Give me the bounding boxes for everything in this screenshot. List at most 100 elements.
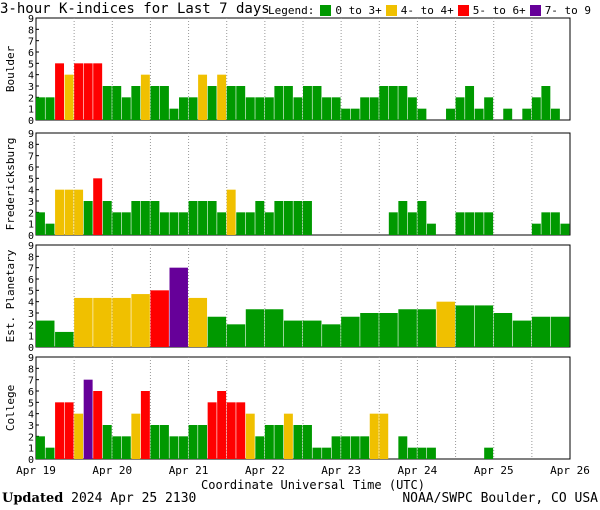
k-index-bar (150, 201, 160, 235)
k-index-bar (417, 201, 427, 235)
k-index-bar (207, 201, 217, 235)
k-index-bar (131, 86, 141, 120)
k-index-bar (531, 97, 541, 120)
updated-label: Updated (2, 491, 64, 506)
k-index-bar (455, 212, 465, 235)
y-tick-label: 3 (28, 421, 34, 432)
y-tick-label: 7 (28, 152, 34, 163)
k-index-bar (150, 425, 160, 459)
k-index-bar (121, 436, 131, 459)
k-index-bar (303, 320, 322, 347)
x-tick-label: Apr 26 (550, 464, 590, 477)
k-index-bar (484, 97, 494, 120)
k-index-bar (188, 97, 198, 120)
k-index-bar (312, 86, 322, 120)
k-index-bar (283, 320, 303, 347)
k-index-bar (93, 63, 103, 120)
k-index-bar (150, 86, 160, 120)
y-tick-label: 2 (28, 208, 34, 219)
k-index-bar (188, 425, 198, 459)
k-index-bar (293, 97, 303, 120)
x-tick-label: Apr 21 (169, 464, 209, 477)
k-index-bar (188, 297, 208, 347)
x-tick-label: Apr 22 (245, 464, 285, 477)
k-index-bar (198, 201, 208, 235)
k-index-bar (179, 436, 188, 459)
k-index-bar (236, 402, 246, 459)
k-index-bar (322, 324, 341, 347)
k-index-bar (264, 425, 274, 459)
k-index-bar (188, 201, 198, 235)
k-index-bar (64, 402, 74, 459)
k-index-bar (179, 212, 188, 235)
x-tick-label: Apr 20 (92, 464, 132, 477)
k-index-bar (283, 86, 293, 120)
y-tick-label: 3 (28, 197, 34, 208)
k-index-bar (331, 436, 341, 459)
y-tick-label: 5 (28, 286, 34, 297)
k-index-bar (55, 63, 65, 120)
k-index-bar (303, 425, 312, 459)
k-index-bar (283, 413, 293, 459)
y-tick-label: 0 (28, 455, 34, 466)
k-index-bar (121, 212, 131, 235)
y-tick-label: 1 (28, 105, 34, 116)
k-index-bar (45, 97, 55, 120)
k-index-bar (159, 212, 169, 235)
y-tick-label: 4 (28, 71, 34, 82)
k-index-bar (36, 97, 45, 120)
y-tick-label: 5 (28, 59, 34, 70)
k-index-bar (417, 447, 427, 459)
legend-item-severe: 7- to 9 (529, 4, 591, 17)
k-index-bar (398, 309, 417, 347)
y-tick-label: 6 (28, 163, 34, 174)
k-index-bar (541, 86, 551, 120)
k-index-bar (474, 108, 484, 120)
y-tick-label: 3 (28, 82, 34, 93)
k-index-bar (493, 313, 513, 347)
k-index-bar (274, 425, 284, 459)
k-index-bar (388, 86, 398, 120)
k-index-bar (417, 108, 427, 120)
y-tick-label: 3 (28, 309, 34, 320)
k-index-bar (455, 97, 465, 120)
k-index-bar (503, 108, 513, 120)
k-index-bar (226, 189, 236, 235)
page-title: 3-hour K-indices for Last 7 days (0, 1, 270, 17)
k-index-bar (245, 413, 255, 459)
y-tick-label: 4 (28, 186, 34, 197)
k-index-bar (198, 74, 208, 120)
k-index-bar (245, 212, 255, 235)
y-tick-label: 6 (28, 275, 34, 286)
x-tick-label: Apr 25 (474, 464, 514, 477)
y-tick-label: 6 (28, 387, 34, 398)
k-index-bar (45, 223, 55, 235)
panel-label-est-planetary: Est. Planetary (4, 249, 17, 342)
k-index-bar (169, 108, 179, 120)
k-index-bar (512, 320, 532, 347)
y-tick-label: 0 (28, 231, 34, 242)
k-index-bar (179, 97, 188, 120)
y-tick-label: 9 (28, 129, 34, 140)
k-index-bar (245, 309, 265, 347)
k-index-bar (407, 447, 417, 459)
k-index-bar (550, 316, 570, 347)
k-index-bar (150, 290, 169, 347)
k-index-bar (341, 316, 360, 347)
k-index-bar (159, 86, 169, 120)
k-index-bar (169, 212, 179, 235)
y-tick-label: 2 (28, 320, 34, 331)
k-index-bar (121, 97, 131, 120)
k-index-bar (303, 201, 312, 235)
k-index-bar (293, 425, 303, 459)
panel-label-boulder: Boulder (4, 45, 17, 92)
k-index-bar (407, 212, 417, 235)
k-index-bar (83, 63, 93, 120)
k-index-bar (45, 447, 55, 459)
y-tick-label: 2 (28, 93, 34, 104)
k-index-bar (131, 294, 150, 347)
k-index-bar (226, 86, 236, 120)
y-tick-label: 2 (28, 432, 34, 443)
k-index-bar (36, 212, 45, 235)
y-tick-label: 8 (28, 140, 34, 151)
